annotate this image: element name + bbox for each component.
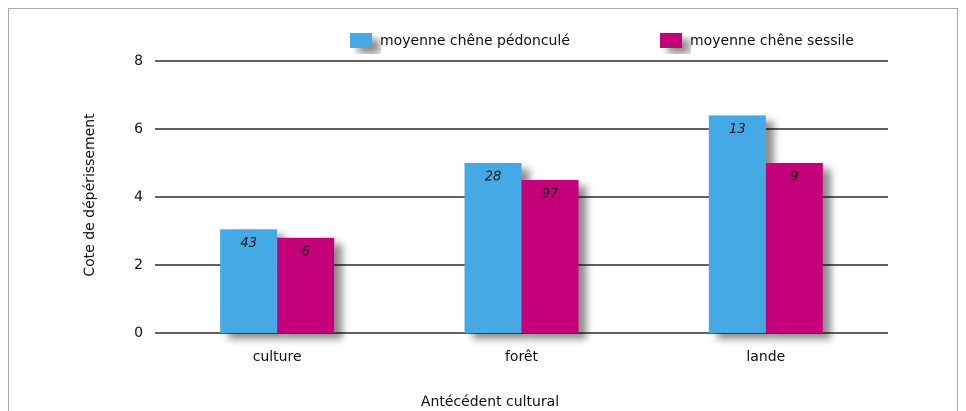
bar [521,180,579,333]
x-tick-label: lande [746,349,785,365]
x-tick-label: forêt [505,349,539,365]
y-tick-label: 6 [134,121,143,137]
bar-label: 28 [485,170,502,185]
bar [464,163,522,333]
legend-swatch [660,33,682,48]
bar-label: 43 [240,236,257,251]
bar-label: 6 [302,244,310,259]
bar-label: 97 [542,187,559,202]
y-tick-label: 2 [134,257,143,273]
y-tick-label: 4 [134,189,143,205]
bar [220,229,278,333]
legend-label: moyenne chêne pédonculé [380,33,570,49]
bar [277,237,335,333]
x-tick-label: culture [253,349,302,365]
y-axis-title: Cote de dépérissement [82,113,98,277]
legend-label: moyenne chêne sessile [690,33,854,49]
y-tick-label: 0 [134,325,143,341]
bar [708,115,766,334]
bar [765,163,823,333]
y-tick-label: 8 [134,53,143,69]
x-axis-title: Antécédent cultural [421,394,559,410]
bar-label: 13 [729,122,746,137]
legend-swatch [350,33,372,48]
bar-label: 9 [790,170,798,185]
frame [8,8,958,411]
